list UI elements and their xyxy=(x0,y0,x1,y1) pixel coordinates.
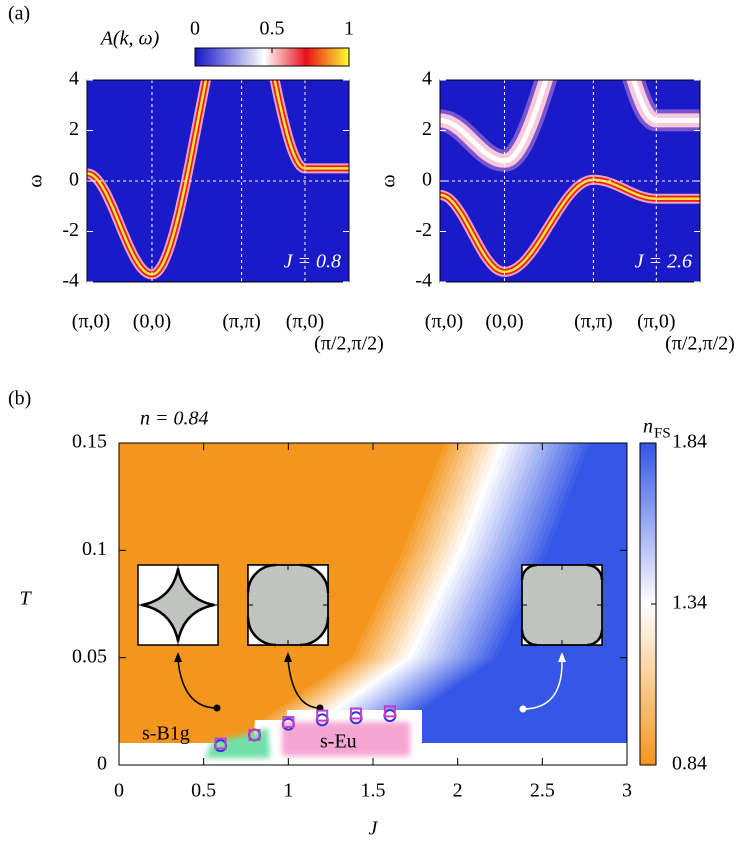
data-point xyxy=(282,716,295,729)
x-tick-label: (π,0) xyxy=(286,311,324,333)
arrow xyxy=(287,659,321,709)
data-point xyxy=(350,707,363,720)
x-tick-label: (0,0) xyxy=(485,311,523,333)
y-tick-label: -4 xyxy=(415,270,432,292)
colorbar-tick-label: 1.34 xyxy=(672,592,707,614)
arrow xyxy=(522,659,563,710)
arrow-head xyxy=(174,652,182,662)
fermi-surface xyxy=(248,617,276,645)
y-tick-label: 0 xyxy=(422,169,432,191)
y-tick-label: 0.1 xyxy=(82,538,107,560)
arrow-head xyxy=(558,652,566,662)
y-tick-label: 0 xyxy=(69,169,79,191)
x-tick-label: (π,π) xyxy=(574,311,613,333)
band xyxy=(440,178,700,274)
x-tick-label: 2 xyxy=(453,780,463,802)
fermi-surface xyxy=(248,565,276,593)
x-tick-label: (π,0) xyxy=(72,311,110,333)
bands xyxy=(440,80,700,277)
data-point xyxy=(383,705,396,718)
x-tick-label: (π,π) xyxy=(222,311,261,333)
x-tick-label: 0 xyxy=(114,780,124,802)
colorbar-tick-label: 1 xyxy=(344,18,354,40)
y-axis-label: ω xyxy=(25,174,47,187)
y-axis-label: ω xyxy=(378,174,400,187)
region-label: s-Eu xyxy=(320,731,357,753)
annotation: J = 2.6 xyxy=(635,251,692,273)
phase-map xyxy=(119,443,627,765)
x-tick-label: (π,0) xyxy=(637,311,675,333)
colorbar-tick-label: 0 xyxy=(190,18,200,40)
x-tick-label: (π,0) xyxy=(425,311,463,333)
band xyxy=(440,80,700,164)
y-tick-label: -4 xyxy=(62,270,79,292)
x-tick-label: 3 xyxy=(622,780,632,802)
panel-label: (b) xyxy=(8,388,31,410)
x-tick-label: (π/2,π/2) xyxy=(314,333,384,355)
panel-label: (a) xyxy=(8,3,30,25)
y-tick-label: -2 xyxy=(62,219,79,241)
y-axis-label: T xyxy=(19,588,32,610)
colorbar-tick-label: 0.5 xyxy=(260,18,285,40)
y-tick-label: 2 xyxy=(69,118,79,140)
x-tick-label: (π/2,π/2) xyxy=(665,333,735,355)
region-label: s-B1g xyxy=(142,723,190,745)
y-tick-label: 0.15 xyxy=(72,431,107,453)
seu-region xyxy=(282,722,410,756)
x-tick-label: (0,0) xyxy=(133,311,171,333)
x-tick-label: 0.5 xyxy=(191,780,216,802)
x-tick-label: 2.5 xyxy=(530,780,555,802)
colorbar-tick-label: 1.84 xyxy=(672,431,707,453)
colorbar-label-sub: FS xyxy=(654,425,671,441)
data-point xyxy=(248,728,261,741)
x-axis-label: J xyxy=(369,818,379,840)
fermi-surface xyxy=(300,617,328,645)
y-tick-label: 4 xyxy=(422,68,432,90)
band xyxy=(87,80,349,276)
y-tick-label: 2 xyxy=(422,118,432,140)
y-tick-label: 0 xyxy=(97,753,107,775)
inset-frame xyxy=(521,564,603,646)
x-tick-label: 1.5 xyxy=(361,780,386,802)
y-tick-label: -2 xyxy=(415,219,432,241)
arrow-head xyxy=(284,652,292,662)
data-point xyxy=(214,737,227,750)
x-tick-label: 1 xyxy=(283,780,293,802)
colorbar-label: n xyxy=(643,416,653,438)
y-tick-label: 0.05 xyxy=(72,645,107,667)
crossover-band xyxy=(386,443,627,765)
bands xyxy=(87,80,349,280)
arrow xyxy=(177,659,218,709)
annotation: J = 0.8 xyxy=(284,251,341,273)
annotation: n = 0.84 xyxy=(140,408,209,430)
data-point xyxy=(316,709,329,722)
y-tick-label: 4 xyxy=(69,68,79,90)
colorbar-tick-label: 0.84 xyxy=(672,753,707,775)
fermi-surface xyxy=(300,565,328,593)
colorbar-label: A(k, ω) xyxy=(99,28,160,50)
inset-frame xyxy=(247,564,329,646)
